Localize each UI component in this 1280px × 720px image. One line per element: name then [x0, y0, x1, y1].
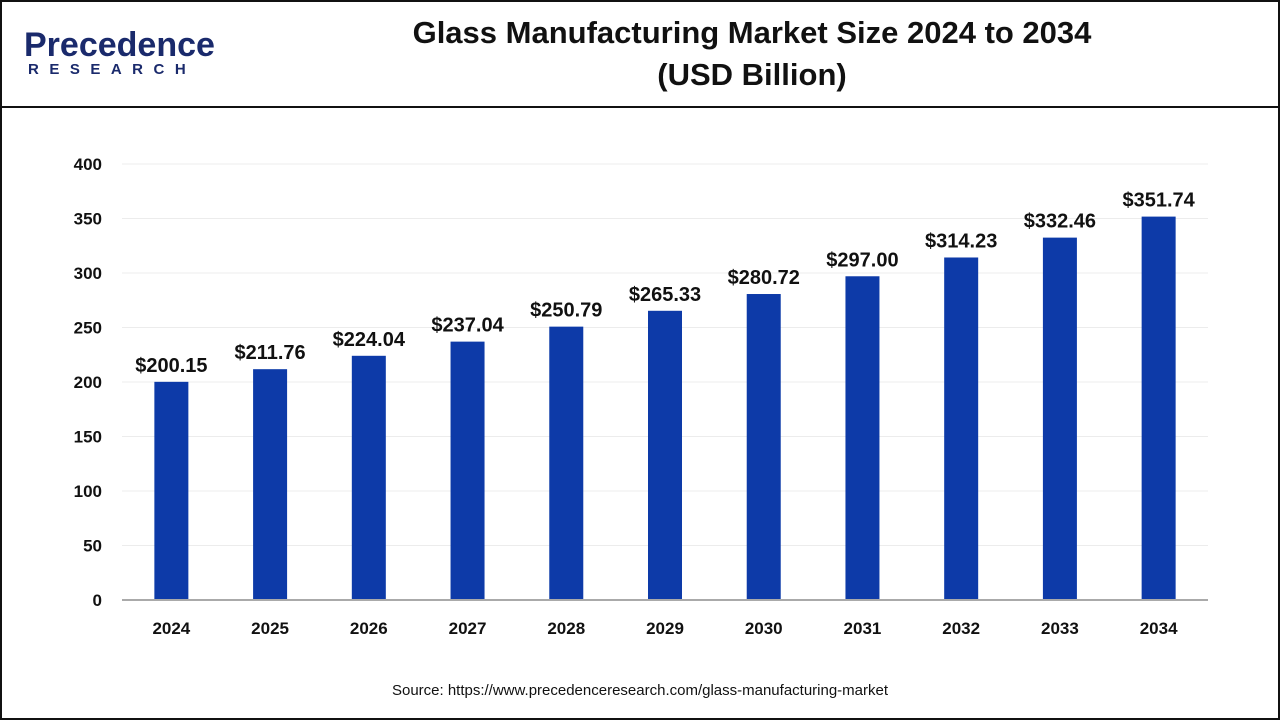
- y-tick-label: 150: [74, 428, 102, 447]
- y-tick-label: 250: [74, 319, 102, 338]
- source-note: Source: https://www.precedenceresearch.c…: [391, 682, 889, 699]
- data-label: $200.15: [135, 355, 207, 377]
- bar-2026: [351, 355, 386, 600]
- bar-2030: [746, 294, 781, 600]
- data-label: $280.72: [728, 267, 800, 289]
- logo-line2: RESEARCH: [28, 61, 197, 78]
- data-label: $351.74: [1122, 190, 1195, 212]
- x-tick-label: 2032: [942, 619, 980, 638]
- x-tick-label: 2028: [547, 619, 585, 638]
- bar-2032: [944, 257, 979, 600]
- y-tick-label: 0: [93, 591, 102, 610]
- logo-line1: Precedence: [24, 26, 215, 64]
- title-line2: (USD Billion): [657, 57, 847, 92]
- x-tick-label: 2033: [1041, 619, 1079, 638]
- data-label: $237.04: [431, 315, 504, 337]
- bar-2024: [154, 381, 189, 600]
- bar-2031: [845, 276, 880, 600]
- y-tick-label: 100: [74, 482, 102, 501]
- y-tick-label: 350: [74, 210, 102, 229]
- y-tick-label: 300: [74, 264, 102, 283]
- data-label: $250.79: [530, 300, 602, 322]
- y-tick-label: 50: [83, 537, 102, 556]
- header: Precedence RESEARCH Glass Manufacturing …: [2, 2, 1278, 108]
- bar-2025: [253, 369, 288, 600]
- y-tick-label: 200: [74, 373, 102, 392]
- x-tick-label: 2029: [646, 619, 684, 638]
- bar-2028: [549, 326, 584, 600]
- data-label: $332.46: [1024, 211, 1096, 233]
- y-tick-label: 400: [74, 155, 102, 174]
- x-tick-label: 2025: [251, 619, 289, 638]
- x-tick-label: 2026: [350, 619, 388, 638]
- bar-2027: [450, 341, 485, 600]
- bar-2034: [1141, 216, 1176, 600]
- bar-2029: [648, 310, 682, 600]
- chart-title: Glass Manufacturing Market Size 2024 to …: [322, 12, 1182, 96]
- bar-2033: [1042, 237, 1077, 601]
- title-line1: Glass Manufacturing Market Size 2024 to …: [412, 15, 1092, 50]
- x-tick-label: 2030: [745, 619, 783, 638]
- data-label: $224.04: [333, 329, 406, 351]
- x-tick-label: 2027: [449, 619, 487, 638]
- data-label: $265.33: [629, 284, 701, 306]
- x-tick-label: 2031: [844, 619, 882, 638]
- data-label: $314.23: [925, 230, 997, 252]
- data-label: $297.00: [826, 249, 898, 271]
- x-tick-label: 2034: [1140, 619, 1178, 638]
- x-tick-label: 2024: [152, 619, 190, 638]
- data-label: $211.76: [234, 342, 305, 364]
- precedence-research-logo: Precedence RESEARCH: [24, 28, 215, 78]
